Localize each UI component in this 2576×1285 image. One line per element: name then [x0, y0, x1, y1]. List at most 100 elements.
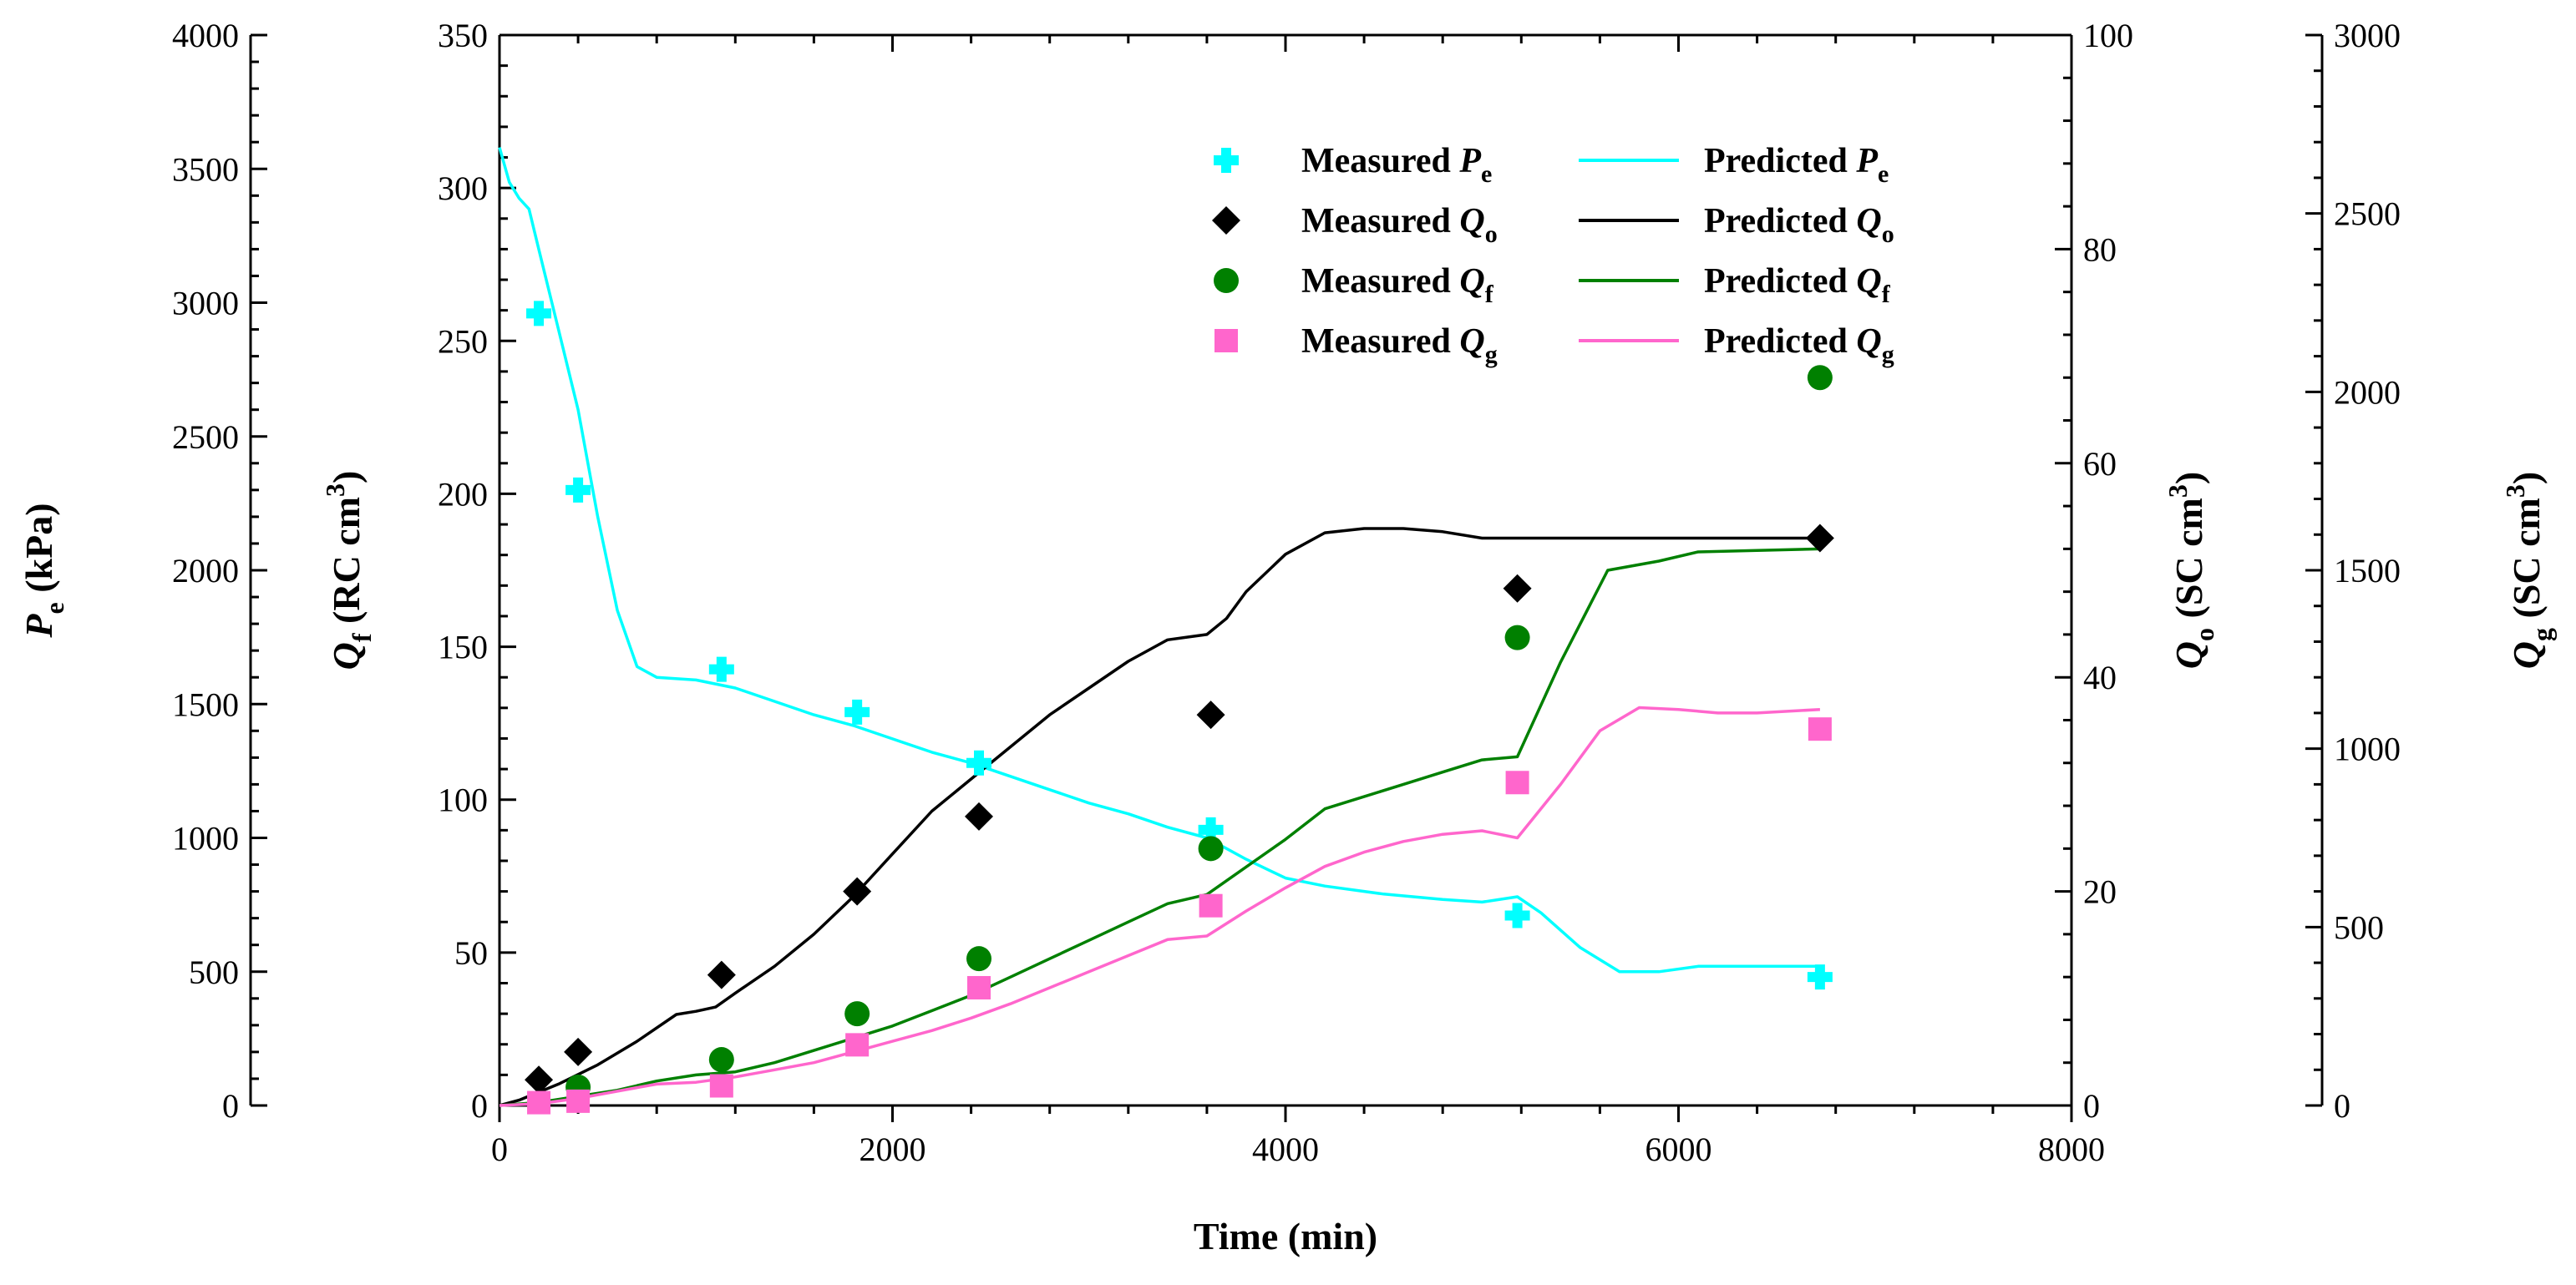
pe-tick-label: 1000: [172, 820, 239, 858]
qf-tick-label: 150: [438, 629, 488, 666]
legend-measured-word: Measured: [1301, 202, 1459, 240]
x-tick-label: 8000: [2038, 1131, 2105, 1168]
qo-axis-title-sup: 3: [2163, 484, 2193, 498]
qf-axis-title-sub: f: [347, 633, 377, 642]
legend-measured-word: Measured: [1301, 262, 1459, 301]
qo-tick-label: 0: [2083, 1087, 2100, 1125]
qo-axis-title-close: ): [2168, 472, 2210, 484]
legend-predicted-var: Q: [1856, 202, 1881, 240]
qg-tick-label: 1500: [2334, 552, 2401, 589]
measured-qo-point: [1805, 524, 1834, 553]
qg-tick-label: 1000: [2334, 731, 2401, 768]
measured-qg-point: [845, 1033, 870, 1057]
qf-tick-label: 50: [454, 934, 488, 972]
legend-measured-label: Measured Qf: [1301, 262, 1494, 308]
measured-pe-point: [1807, 964, 1833, 990]
legend-measured-sub: g: [1485, 341, 1498, 368]
legend-predicted-sub: o: [1882, 220, 1894, 248]
pe-tick-label: 2500: [172, 418, 239, 456]
predicted-qo-line: [499, 527, 1820, 1107]
legend-measured-sub: e: [1481, 160, 1492, 188]
measured-qo-point: [1196, 701, 1225, 730]
legend-measured-word: Measured: [1301, 142, 1459, 180]
legend-predicted-label: Predicted Pe: [1704, 142, 1889, 188]
measured-pe-point: [1504, 903, 1530, 928]
predicted-qf-line: [499, 547, 1820, 1107]
qf-tick-label: 0: [471, 1087, 488, 1125]
qf-tick-label: 200: [438, 475, 488, 513]
x-axis-title: Time (min): [1194, 1215, 1377, 1257]
measured-qo-point: [525, 1065, 554, 1095]
measured-qg-point: [1199, 893, 1223, 918]
legend-predicted-var: P: [1855, 142, 1878, 180]
legend-measured-var: Q: [1459, 202, 1484, 240]
measured-qf-point: [1198, 836, 1224, 862]
legend-measured-word: Measured: [1301, 322, 1459, 361]
legend-predicted-label: Predicted Qg: [1704, 322, 1894, 368]
pe-axis-title-unit: (kPa): [18, 503, 60, 602]
qf-axis-title-unit: (RC cm: [325, 497, 368, 634]
measured-qf-point: [966, 946, 992, 972]
x-tick-label: 2000: [860, 1131, 926, 1168]
measured-qg-point: [566, 1089, 591, 1113]
qo-axis-title-var: Q: [2168, 641, 2210, 669]
measured-qg-point: [1505, 771, 1529, 795]
legend-marker-e: [1214, 148, 1239, 173]
measured-qo-point: [965, 802, 994, 831]
measured-qg-point: [709, 1074, 733, 1098]
legend-predicted-sub: g: [1882, 341, 1894, 368]
qg-tick-label: 2000: [2334, 373, 2401, 411]
legend-marker-f: [1214, 268, 1239, 293]
qo-tick-label: 80: [2083, 230, 2117, 268]
legend-predicted-word: Predicted: [1704, 322, 1856, 361]
legend-predicted-sub: f: [1882, 281, 1891, 308]
measured-qg-point: [527, 1090, 551, 1115]
x-tick-label: 4000: [1252, 1131, 1319, 1168]
measured-qf-point: [1807, 365, 1833, 391]
measured-qg-point: [967, 975, 991, 999]
measured-qo-point: [707, 960, 736, 989]
qg-axis-title-close: ): [2505, 472, 2548, 484]
pe-tick-label: 0: [222, 1087, 239, 1125]
legend-measured-sub: f: [1485, 281, 1494, 308]
qf-tick-label: 300: [438, 169, 488, 207]
legend-marker-g: [1214, 329, 1238, 352]
legend-measured-var: P: [1458, 142, 1481, 180]
qo-tick-label: 20: [2083, 873, 2117, 911]
measured-qo-point: [1503, 574, 1532, 603]
predicted-pe-line: [498, 147, 1820, 974]
x-tick-label: 0: [491, 1131, 508, 1168]
qo-axis-title-unit: (SC cm: [2168, 498, 2210, 628]
qf-axis-title-var: Q: [325, 642, 368, 670]
x-tick-label: 6000: [1645, 1131, 1712, 1168]
legend-predicted-label: Predicted Qf: [1704, 262, 1891, 308]
axes-layer: 0 2000 4000 6000 800005001000150020002500300…: [18, 17, 2557, 1257]
legend-measured-label: Measured Pe: [1301, 142, 1492, 188]
qg-tick-label: 500: [2334, 908, 2384, 946]
measured-pe-point: [565, 477, 591, 503]
pe-tick-label: 500: [189, 954, 239, 991]
qf-tick-label: 250: [438, 322, 488, 360]
qg-axis-title-sub: g: [2527, 628, 2557, 641]
legend-predicted-label: Predicted Qo: [1704, 202, 1894, 248]
pe-axis-title-var: P: [18, 614, 60, 639]
qg-axis-title-var: Q: [2505, 641, 2548, 669]
pe-tick-label: 3000: [172, 285, 239, 322]
pe-tick-label: 2000: [172, 552, 239, 589]
measured-qf-point: [708, 1047, 734, 1073]
qg-tick-label: 3000: [2334, 17, 2401, 54]
legend-predicted-sub: e: [1878, 160, 1889, 188]
measured-pe-point: [1198, 817, 1224, 842]
qg-axis-title-unit: (SC cm: [2505, 498, 2548, 628]
measured-pe-point: [526, 301, 552, 326]
qf-axis-title: Qf (RC cm3): [320, 471, 377, 670]
qf-axis-title-sup: 3: [320, 483, 350, 497]
measured-qg-point: [1808, 717, 1832, 741]
legend-measured-var: Q: [1459, 262, 1484, 301]
legend-predicted-word: Predicted: [1704, 202, 1856, 240]
legend-measured-sub: o: [1485, 220, 1498, 248]
pe-tick-label: 4000: [172, 17, 239, 54]
legend-measured-label: Measured Qo: [1301, 202, 1498, 248]
